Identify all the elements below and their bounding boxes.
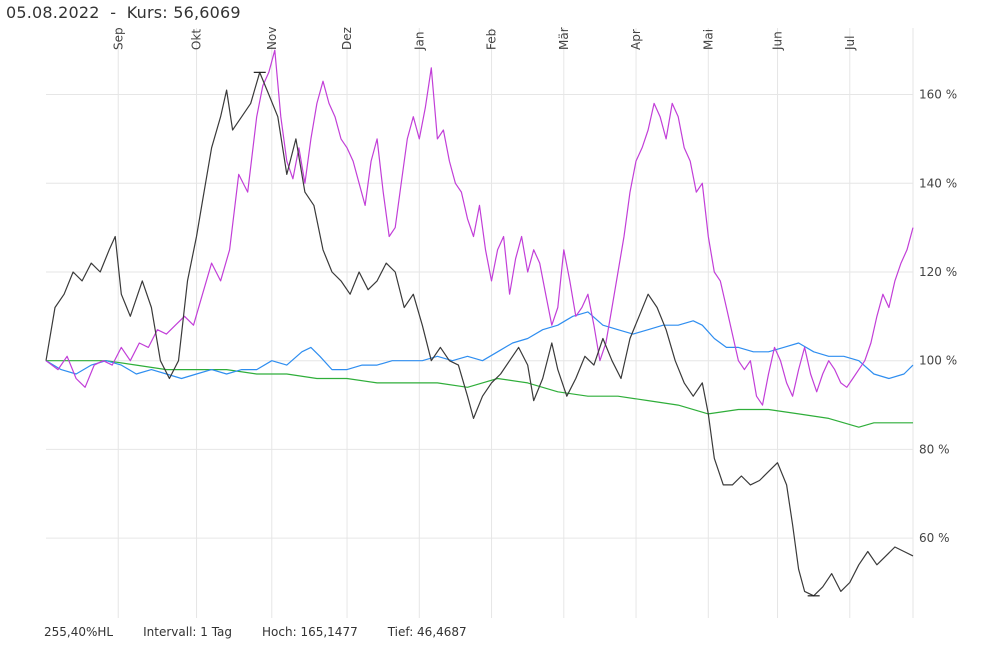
month-label: Jan (412, 32, 426, 52)
month-label: Dez (340, 27, 354, 50)
footer-interval: Intervall: 1 Tag (143, 625, 233, 639)
header-kurs-label: Kurs: (126, 3, 168, 22)
footer-low: Tief: 46,4687 (387, 625, 467, 639)
chart-footer: 255,40%HL Intervall: 1 Tag Hoch: 165,147… (44, 625, 497, 639)
y-tick-label: 160 % (919, 88, 957, 102)
y-tick-label: 100 % (919, 354, 957, 368)
series-line (45, 311, 914, 380)
month-label: Mär (557, 27, 571, 50)
chart-series (45, 49, 914, 597)
header-kurs-value: 56,6069 (173, 3, 241, 22)
month-label: Sep (111, 27, 125, 50)
month-labels: Sep Okt Nov Dez Jan Feb Mär Apr Mai Jun Jul (111, 27, 857, 51)
chart-grid (46, 28, 914, 618)
series-line (45, 49, 914, 406)
chart-header: 05.08.2022 - Kurs: 56,6069 (6, 3, 241, 22)
month-label: Jun (771, 31, 785, 51)
series-line (46, 360, 913, 428)
chart-markers (253, 71, 820, 597)
month-label: Apr (629, 29, 643, 50)
y-tick-label: 60 % (919, 531, 950, 545)
month-label: Nov (265, 27, 279, 50)
month-label: Feb (485, 29, 499, 50)
y-tick-label: 80 % (919, 442, 950, 456)
y-axis-labels: 60 % 80 % 100 % 120 % 140 % 160 % (919, 88, 957, 546)
header-date: 05.08.2022 (6, 3, 100, 22)
y-tick-label: 120 % (919, 265, 957, 279)
footer-high: Hoch: 165,1477 (262, 625, 358, 639)
footer-hl: 255,40%HL (44, 625, 114, 639)
header-separator: - (110, 3, 117, 22)
month-label: Okt (190, 29, 204, 50)
series-line (45, 71, 914, 597)
price-chart[interactable]: Sep Okt Nov Dez Jan Feb Mär Apr Mai Jun Jul 60 % 80… (0, 0, 1000, 620)
month-label: Jul (843, 36, 857, 51)
month-label: Mai (701, 29, 715, 50)
y-tick-label: 140 % (919, 176, 957, 190)
